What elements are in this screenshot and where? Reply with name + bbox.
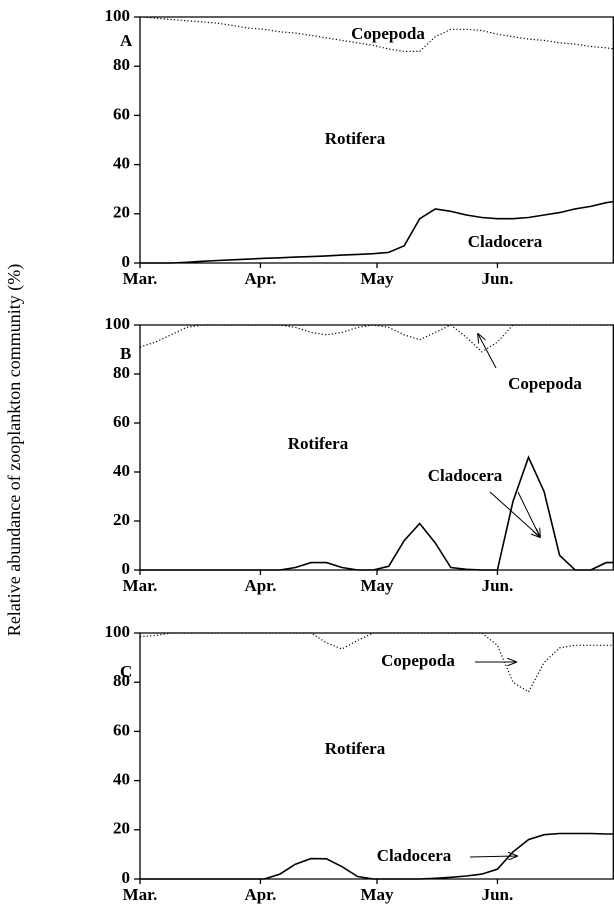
y-tick-label: 80 — [113, 671, 130, 690]
x-tick-label: May — [360, 269, 394, 288]
series-line — [140, 832, 614, 880]
region-label: Rotifera — [325, 129, 386, 148]
y-tick-label: 0 — [122, 868, 131, 887]
arrow — [478, 334, 497, 369]
series-label: Cladocera — [468, 232, 543, 251]
y-tick-label: 60 — [113, 104, 130, 123]
series-line — [139, 16, 614, 52]
x-tick-label: May — [360, 576, 394, 595]
series-line — [140, 200, 614, 264]
y-tick-label: 80 — [113, 55, 130, 74]
series-label: Copepoda — [381, 651, 455, 670]
x-tick-label: Apr. — [244, 576, 276, 595]
y-tick-label: 20 — [113, 819, 130, 838]
y-tick-label: 0 — [122, 559, 131, 578]
arrow — [517, 491, 540, 537]
x-tick-label: Jun. — [482, 576, 514, 595]
y-tick-label: 40 — [113, 461, 130, 480]
y-axis-label: Relative abundance of zooplankton commun… — [4, 264, 25, 636]
y-tick-label: 60 — [113, 720, 130, 739]
x-tick-label: Mar. — [123, 576, 158, 595]
x-tick-label: Mar. — [123, 269, 158, 288]
region-label: Rotifera — [288, 434, 349, 453]
series-label: Copepoda — [508, 374, 582, 393]
x-tick-label: May — [360, 885, 394, 904]
series-label: Cladocera — [377, 846, 452, 865]
series-line — [139, 632, 614, 693]
y-tick-label: 100 — [105, 314, 131, 333]
y-tick-label: 60 — [113, 412, 130, 431]
panel-label: A — [120, 31, 133, 50]
y-tick-label: 100 — [105, 6, 131, 25]
series-label: Copepoda — [351, 24, 425, 43]
x-tick-label: Apr. — [244, 269, 276, 288]
region-label: Rotifera — [325, 739, 386, 758]
series-label: Cladocera — [428, 466, 503, 485]
series-line — [140, 455, 614, 571]
series-line — [139, 324, 614, 353]
y-tick-label: 40 — [113, 154, 130, 173]
y-tick-label: 40 — [113, 770, 130, 789]
panel-label: B — [120, 344, 131, 363]
x-tick-label: Mar. — [123, 885, 158, 904]
arrow — [489, 491, 540, 537]
arrow — [469, 856, 517, 857]
y-tick-label: 20 — [113, 510, 130, 529]
x-tick-label: Jun. — [482, 269, 514, 288]
y-tick-label: 20 — [113, 203, 130, 222]
x-tick-label: Apr. — [244, 885, 276, 904]
y-tick-label: 0 — [122, 252, 131, 271]
panel-label: C — [120, 662, 132, 681]
y-tick-label: 80 — [113, 363, 130, 382]
x-tick-label: Jun. — [482, 885, 514, 904]
y-tick-label: 100 — [105, 622, 131, 641]
